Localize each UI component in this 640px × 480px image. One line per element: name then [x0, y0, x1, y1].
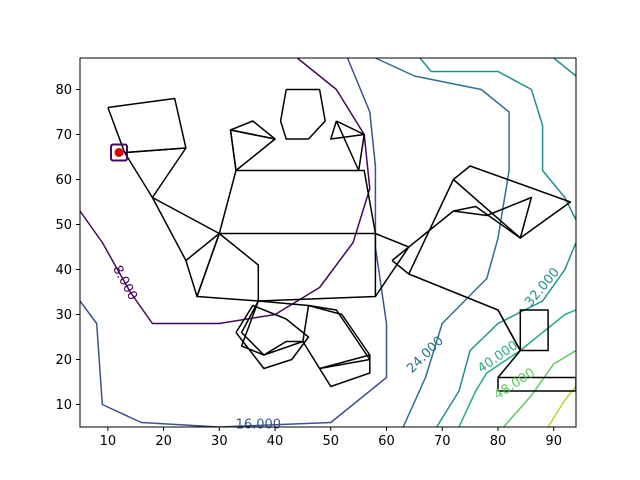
x-tick-label-40: 40 [267, 434, 284, 449]
y-tick-label-20: 20 [55, 353, 72, 368]
axis-ticks: 10 20 30 40 50 60 70 80 90 10 20 30 40 50 60 70 80 [55, 83, 562, 449]
y-tick-label-10: 10 [55, 398, 72, 413]
x-tick-label-60: 60 [378, 434, 395, 449]
outline-shape-18 [391, 196, 533, 262]
outline-shape-19 [391, 259, 549, 352]
outline-shape-10 [235, 138, 276, 172]
x-tick-label-20: 20 [155, 434, 172, 449]
y-tick-label-50: 50 [55, 218, 72, 233]
x-tick-label-30: 30 [211, 434, 228, 449]
y-tick-label-40: 40 [55, 263, 72, 278]
outline-shape-17 [308, 304, 371, 388]
outline-shape-16 [235, 304, 310, 370]
outline-shape-11 [279, 88, 326, 140]
shape-outlines [107, 88, 576, 392]
outline-shape-15 [240, 300, 310, 356]
outline-shape-13 [330, 120, 365, 140]
x-tick-label-50: 50 [323, 434, 340, 449]
outline-shape-1 [123, 147, 187, 199]
x-tick-label-80: 80 [490, 434, 507, 449]
contour-label-1: 16.000 [236, 417, 282, 432]
x-tick-label-70: 70 [434, 434, 451, 449]
plot-frame [79, 57, 577, 428]
outline-shape-20 [408, 165, 572, 275]
y-tick-label-30: 30 [55, 308, 72, 323]
marker-point [114, 148, 124, 157]
contour-line-48-000-7 [503, 349, 576, 427]
x-tick-label-10: 10 [100, 434, 117, 449]
outline-shape-9 [229, 129, 276, 171]
contour-line-40-000-6 [458, 309, 576, 427]
outline-shape-22 [497, 376, 576, 392]
contour-line-32-000-4 [419, 58, 576, 221]
outline-shape-21 [497, 309, 521, 351]
outline-shape-4 [218, 169, 377, 235]
outline-shape-2 [151, 196, 221, 262]
y-tick-label-80: 80 [55, 83, 72, 98]
contour-lines [80, 58, 576, 427]
contour-line-32-000-5 [553, 58, 576, 77]
outline-shape-12 [335, 120, 365, 172]
contour-line-24-000-2 [375, 58, 510, 427]
contour-line-8-000-0 [80, 58, 371, 325]
x-tick-label-90: 90 [545, 434, 562, 449]
small-square-contour [110, 143, 129, 162]
contour-line-32-000-3 [436, 242, 576, 427]
y-tick-label-70: 70 [55, 128, 72, 143]
contour-line-16-000-1 [80, 58, 388, 427]
markers [110, 143, 129, 162]
outline-shape-14 [240, 300, 371, 370]
y-tick-label-60: 60 [55, 173, 72, 188]
outline-shape-23 [497, 350, 521, 378]
